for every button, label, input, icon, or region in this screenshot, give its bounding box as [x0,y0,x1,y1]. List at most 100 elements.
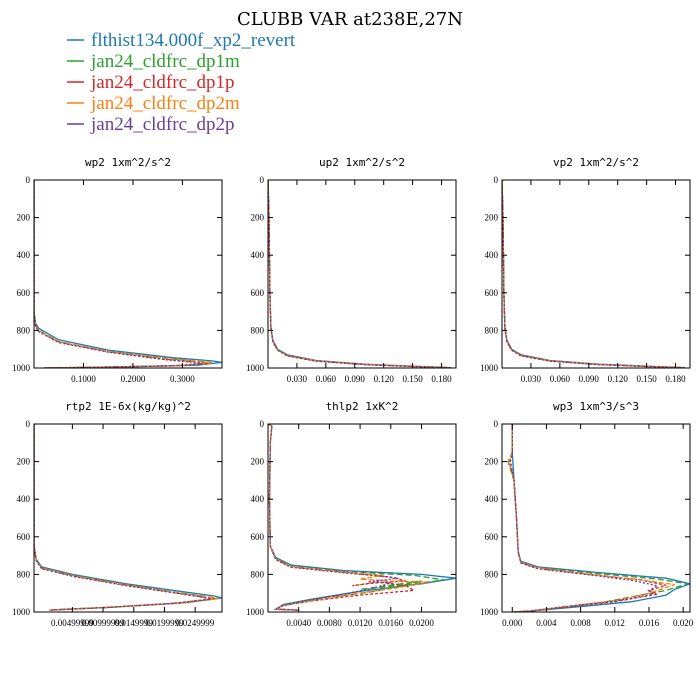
x-tick-label: 0.060 [316,374,337,384]
series-line [268,180,447,368]
x-tick-label: 0.090 [345,374,366,384]
panel-title: thlp2 1xK^2 [326,400,399,413]
y-tick-label: 400 [485,494,499,504]
axes-frame [501,179,691,369]
panel-title: up2 1xm^2/s^2 [319,156,405,169]
series-line [502,180,684,368]
series-line [34,180,213,368]
y-tick-label: 600 [251,532,265,542]
series-line [502,180,681,368]
y-tick-label: 400 [251,250,265,260]
panel-title: vp2 1xm^2/s^2 [553,156,639,169]
x-tick-label: 0.004 [536,618,557,628]
legend-label: jan24_cldfrc_dp1p [90,72,235,93]
x-tick-label: 0.180 [665,374,686,384]
y-tick-label: 0 [26,175,31,185]
y-tick-label: 800 [251,569,265,579]
legend-item: flthist134.000f_xp2_revert [67,30,296,51]
panel-title: rtp2 1E-6x(kg/kg)^2 [65,400,191,413]
y-tick-label: 0 [494,175,499,185]
x-tick-label: 0.0040 [286,618,311,628]
y-tick-label: 600 [485,288,499,298]
axes-frame [267,423,457,613]
series-line [268,180,452,368]
y-tick-label: 600 [17,532,31,542]
x-tick-label: 0.00499999 [51,618,94,628]
y-tick-label: 400 [17,250,31,260]
legend-label: jan24_cldfrc_dp1m [90,51,240,72]
y-tick-label: 200 [17,457,31,467]
x-tick-label: 0.030 [521,374,542,384]
y-tick-label: 600 [17,288,31,298]
y-tick-label: 800 [17,325,31,335]
y-tick-label: 800 [251,325,265,335]
y-tick-label: 0 [26,419,31,429]
legend-label: flthist134.000f_xp2_revert [91,30,296,51]
x-tick-label: 0.0199999 [145,618,184,628]
legend-item: jan24_cldfrc_dp2p [67,114,235,135]
y-tick-label: 0 [494,419,499,429]
y-tick-label: 200 [17,213,31,223]
axes-frame [501,423,691,613]
figure-title: CLUBB VAR at238E,27N [237,9,463,30]
x-tick-label: 0.0120 [348,618,373,628]
y-tick-label: 400 [485,250,499,260]
panels: wp2 1xm^2/s^2 0 200 400 600 800 1000 0.1000 0.20… [12,156,694,628]
y-tick-label: 200 [485,213,499,223]
axes-frame [267,179,457,369]
y-tick-label: 1000 [480,363,499,373]
x-tick-label: 0.090 [579,374,600,384]
series-line [34,424,215,611]
y-tick-label: 200 [485,457,499,467]
x-tick-label: 0.008 [570,618,591,628]
series-line [509,424,667,612]
panel-title: wp2 1xm^2/s^2 [85,156,171,169]
series-line [34,424,219,611]
legend: flthist134.000f_xp2_revertjan24_cldfrc_d… [67,30,296,135]
panel-2: up2 1xm^2/s^2 0 200 400 600 800 1000 0.030 0.060… [246,156,457,384]
x-tick-label: 0.00999999 [82,618,125,628]
y-tick-label: 1000 [480,607,499,617]
x-tick-label: 0.150 [636,374,657,384]
y-tick-label: 600 [485,532,499,542]
series-line [268,180,448,368]
y-tick-label: 600 [251,288,265,298]
panel-5: thlp2 1xK^2 0 200 400 600 800 1000 0.0040 0.0080… [246,400,457,628]
series-line [502,180,682,368]
series-line [509,424,660,612]
x-tick-label: 0.2000 [121,374,146,384]
y-tick-label: 800 [17,569,31,579]
x-tick-label: 0.0149999 [115,618,154,628]
series-line [34,424,211,611]
series-line [34,180,222,368]
y-tick-label: 200 [251,213,265,223]
legend-item: jan24_cldfrc_dp1m [67,51,240,72]
x-tick-label: 0.0160 [378,618,403,628]
legend-item: jan24_cldfrc_dp1p [67,72,235,93]
x-tick-label: 0.150 [402,374,423,384]
series-line [502,180,683,368]
series-line [34,424,219,611]
x-tick-label: 0.060 [550,374,571,384]
x-tick-label: 0.1000 [71,374,96,384]
x-tick-label: 0.000 [502,618,523,628]
series-line [511,424,690,612]
axes-frame [33,179,223,369]
axes-frame [33,423,223,613]
x-tick-label: 0.180 [431,374,452,384]
x-tick-label: 0.016 [639,618,660,628]
legend-item: jan24_cldfrc_dp2m [67,93,240,114]
y-tick-label: 1000 [246,363,265,373]
x-tick-label: 0.0080 [317,618,342,628]
y-tick-label: 200 [251,457,265,467]
x-tick-label: 0.120 [374,374,395,384]
series-line [268,180,450,368]
series-line [268,424,416,611]
series-line [502,180,686,368]
series-line [508,424,675,612]
panel-title: wp3 1xm^3/s^3 [553,400,639,413]
y-tick-label: 0 [260,175,265,185]
series-line [34,424,222,611]
